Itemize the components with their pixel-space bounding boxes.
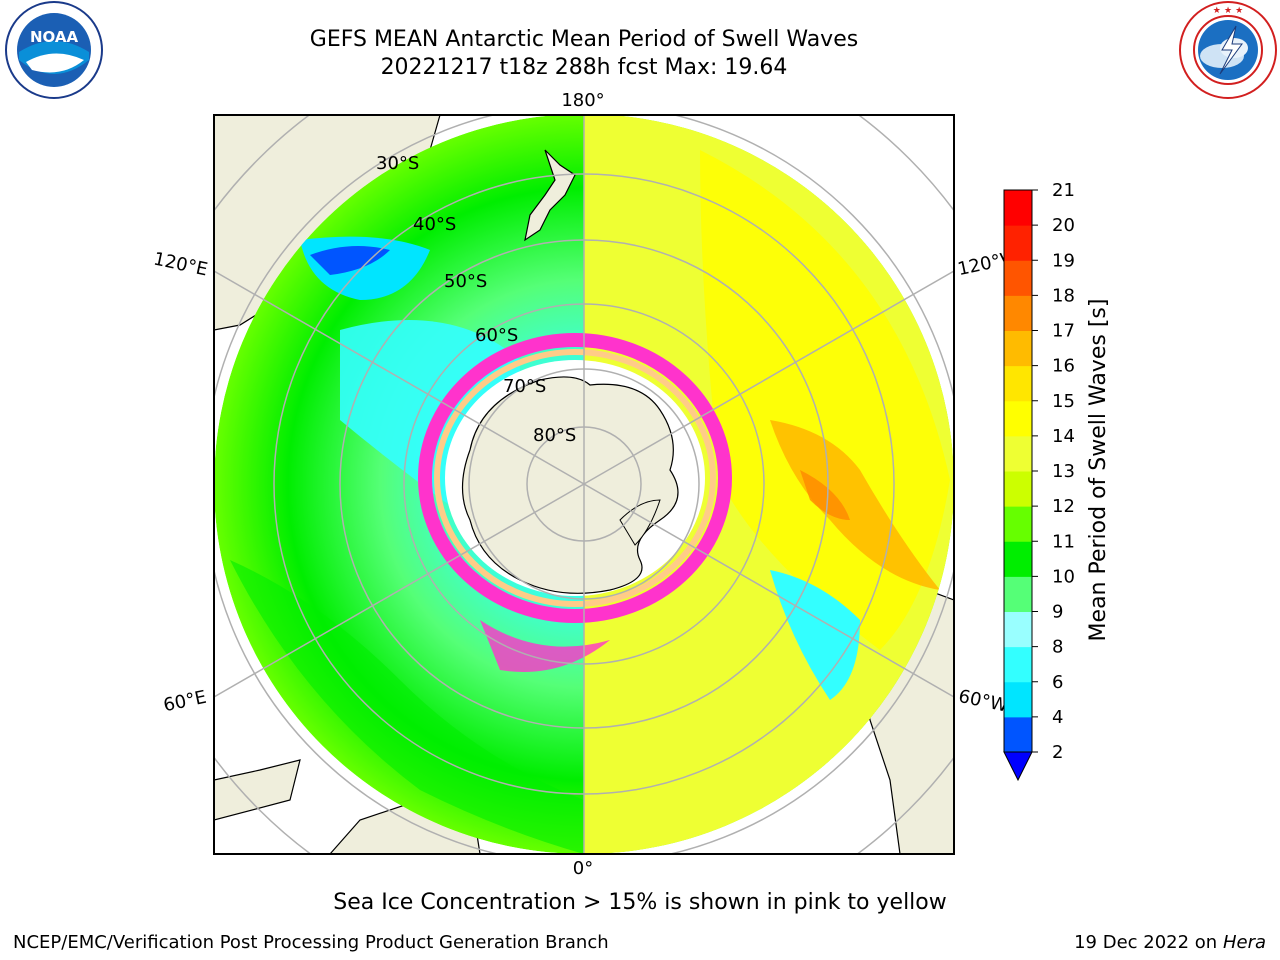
lat-label-30s: 30°S bbox=[376, 153, 419, 174]
lat-label-70s: 70°S bbox=[503, 376, 546, 397]
lat-label-80s: 80°S bbox=[533, 425, 576, 446]
colorbar-tick-label: 15 bbox=[1052, 391, 1075, 412]
noaa-logo: NOAA bbox=[5, 1, 103, 99]
colorbar-tick-label: 4 bbox=[1052, 707, 1063, 728]
colorbar-segment bbox=[1004, 611, 1032, 648]
colorbar-segment bbox=[1004, 400, 1032, 437]
lon-label-60w: 60°W bbox=[957, 686, 1010, 717]
colorbar-tick-label: 6 bbox=[1052, 672, 1063, 693]
colorbar-segment bbox=[1004, 541, 1032, 577]
colorbar-segment bbox=[1004, 260, 1032, 296]
colorbar-tick-label: 16 bbox=[1052, 356, 1075, 377]
colorbar-tick-label: 14 bbox=[1052, 426, 1075, 447]
colorbar-segment bbox=[1004, 190, 1032, 226]
lat-label-50s: 50°S bbox=[444, 271, 487, 292]
svg-text:★ ★ ★: ★ ★ ★ bbox=[1213, 6, 1243, 16]
lon-label-120e: 120°E bbox=[152, 249, 210, 281]
colorbar-segment bbox=[1004, 646, 1032, 683]
colorbar-extend-arrow bbox=[1003, 751, 1033, 782]
lon-label-180: 180° bbox=[561, 90, 604, 111]
colorbar-segment bbox=[1004, 225, 1032, 261]
colorbar-tick-label: 18 bbox=[1052, 285, 1075, 306]
colorbar-segment bbox=[1004, 716, 1032, 753]
lon-label-60e: 60°E bbox=[162, 687, 209, 717]
madagascar-land bbox=[214, 759, 301, 821]
colorbar-segment bbox=[1004, 295, 1032, 331]
colorbar-segment bbox=[1004, 365, 1032, 402]
date-stamp: 19 Dec 2022 on Hera bbox=[1074, 932, 1266, 953]
map-frame bbox=[213, 114, 955, 855]
colorbar-tick-label: 11 bbox=[1052, 531, 1075, 552]
colorbar-tick-label: 12 bbox=[1052, 496, 1075, 517]
colorbar-segment bbox=[1004, 435, 1032, 472]
credit-text: NCEP/EMC/Verification Post Processing Pr… bbox=[13, 932, 609, 953]
colorbar-tick-label: 17 bbox=[1052, 321, 1075, 342]
graticule bbox=[214, 115, 954, 854]
machine-name: Hera bbox=[1222, 932, 1266, 953]
map-title: GEFS MEAN Antarctic Mean Period of Swell… bbox=[309, 27, 859, 52]
colorbar-segment bbox=[1004, 576, 1032, 612]
map-subtitle: 20221217 t18z 288h fcst Max: 19.64 bbox=[380, 55, 788, 80]
antarctica-land bbox=[461, 376, 679, 594]
nws-logo: ★ ★ ★ bbox=[1179, 1, 1277, 99]
colorbar-segment bbox=[1004, 471, 1032, 507]
new-zealand-land bbox=[524, 149, 576, 242]
colorbar-tick-label: 8 bbox=[1052, 637, 1063, 658]
colorbar-segment bbox=[1004, 506, 1032, 542]
colorbar-tick-label: 9 bbox=[1052, 602, 1063, 623]
colorbar-label: Mean Period of Swell Waves [s] bbox=[1086, 299, 1111, 642]
colorbar-tick-label: 13 bbox=[1052, 461, 1075, 482]
lon-label-0: 0° bbox=[573, 858, 593, 879]
colorbar-tick-label: 21 bbox=[1052, 180, 1075, 201]
colorbar-segment bbox=[1004, 681, 1032, 718]
colorbar-tick-label: 10 bbox=[1052, 566, 1075, 587]
date-text: 19 Dec 2022 on bbox=[1074, 932, 1218, 953]
lat-label-40s: 40°S bbox=[413, 214, 456, 235]
colorbar: 2 4 6 8 9 10 11 12 13 14 15 16 17 18 19 20 21 bbox=[1003, 180, 1075, 782]
colorbar-tick-label: 20 bbox=[1052, 215, 1075, 236]
noaa-logo-text: NOAA bbox=[30, 28, 79, 46]
sea-ice-note: Sea Ice Concentration > 15% is shown in … bbox=[333, 890, 947, 915]
lat-label-60s: 60°S bbox=[475, 325, 518, 346]
colorbar-tick-label: 2 bbox=[1052, 742, 1063, 763]
colorbar-tick-label: 19 bbox=[1052, 250, 1075, 271]
colorbar-segment bbox=[1004, 330, 1032, 367]
